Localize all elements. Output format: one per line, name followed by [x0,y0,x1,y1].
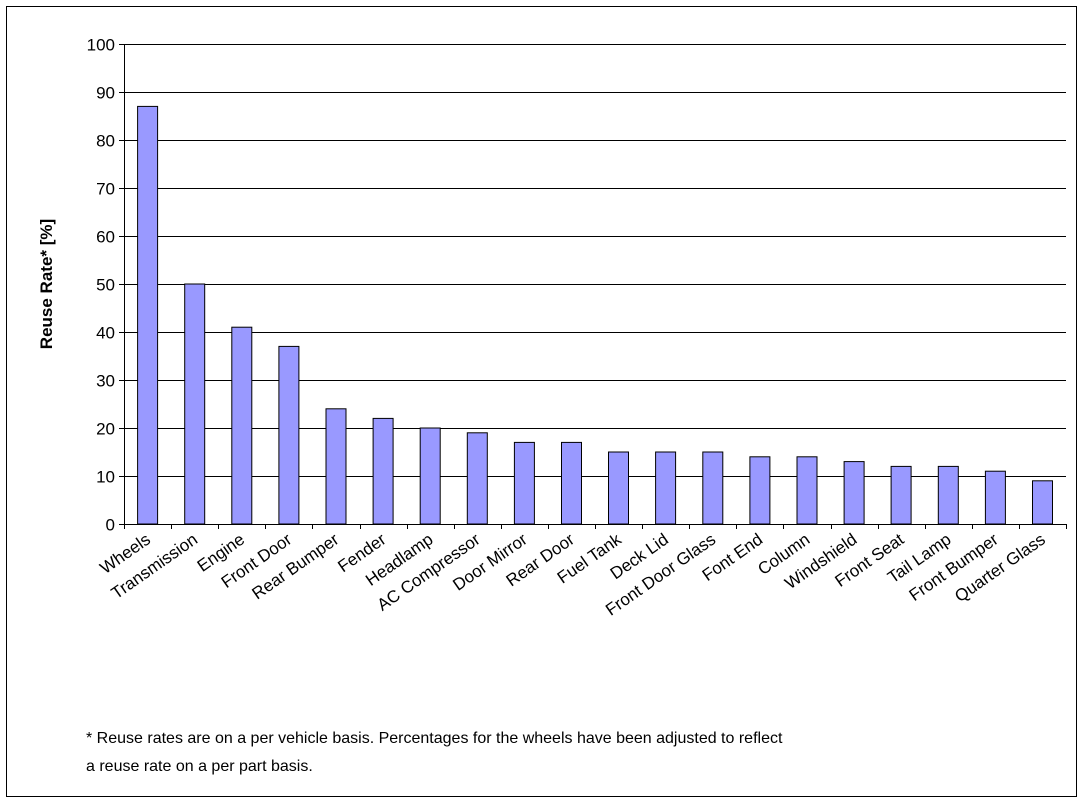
y-tick-label: 70 [96,180,115,199]
y-tick-label: 40 [96,324,115,343]
y-tick-label: 10 [96,468,115,487]
bar [513,441,535,525]
bar [184,283,206,525]
bar [655,451,677,525]
y-axis-label: Reuse Rate* [%] [37,219,56,349]
axes [119,44,1067,529]
footnote: * Reuse rates are on a per vehicle basis… [86,725,1076,781]
bar [796,456,818,525]
y-tick-label: 0 [106,516,115,535]
bar [372,417,394,525]
bar [890,465,912,525]
y-tick-label: 100 [87,36,115,55]
bar [608,451,629,525]
y-tick-label: 80 [96,132,115,151]
bar [561,441,582,525]
footnote-line-1: * Reuse rates are on a per vehicle basis… [86,730,783,747]
footnote-line-2: a reuse rate on a per part basis. [86,758,313,775]
y-tick-label: 20 [96,420,115,439]
bar [1032,480,1053,525]
bar [231,326,253,525]
y-tick-label: 50 [96,276,115,295]
bar [984,470,1006,525]
bar [419,427,441,525]
bar [702,451,724,525]
bar [466,432,488,525]
bar [749,456,771,525]
bar [137,105,159,525]
bar [843,461,865,525]
bars [137,105,1053,525]
y-tick-label: 30 [96,372,115,391]
y-tick-label: 90 [96,84,115,103]
bar [278,345,300,525]
bar [325,408,347,525]
y-tick-labels: 0 10 20 30 40 50 60 70 80 90 100 [87,36,115,535]
bar [937,465,959,525]
y-tick-label: 60 [96,228,115,247]
gridlines [124,44,1066,477]
